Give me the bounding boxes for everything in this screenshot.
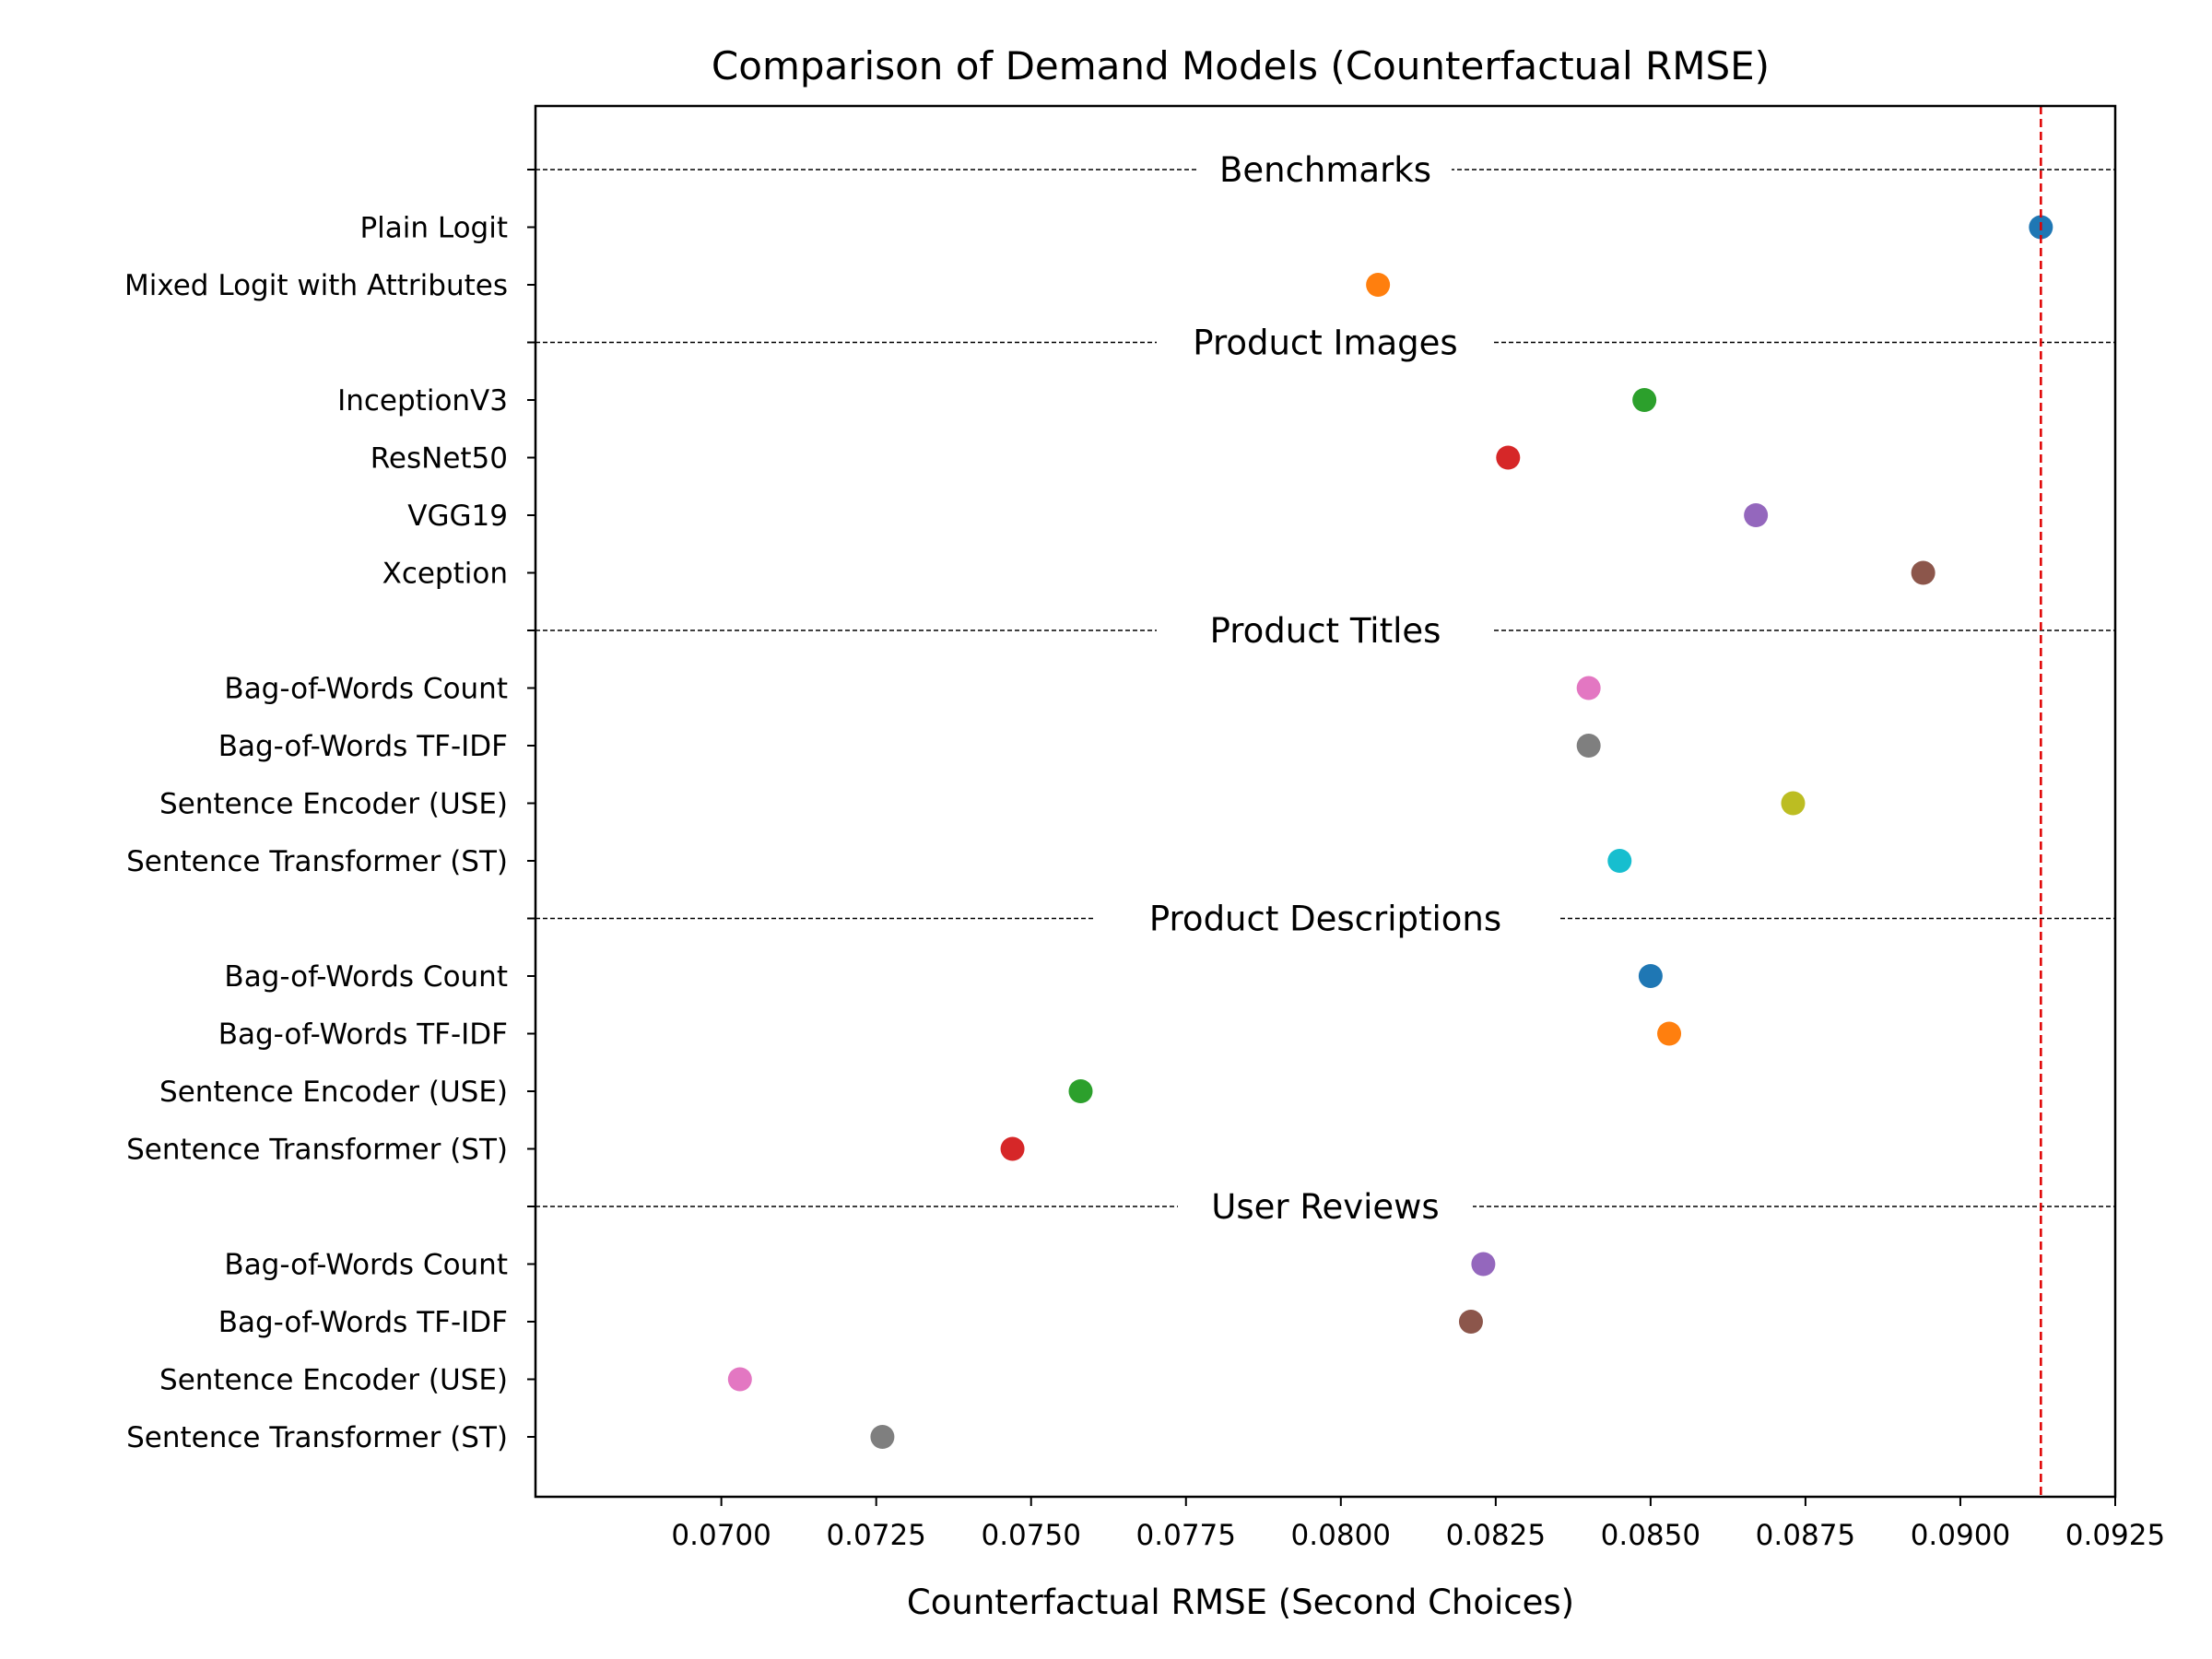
x-tick-label: 0.0700 xyxy=(671,1519,771,1552)
section-label-background xyxy=(1157,318,1494,367)
x-tick-label: 0.0925 xyxy=(2065,1519,2165,1552)
row-label: Xception xyxy=(382,558,508,591)
data-point xyxy=(1638,964,1663,988)
x-tick-label: 0.0775 xyxy=(1136,1519,1236,1552)
row-label: Sentence Encoder (USE) xyxy=(159,1364,508,1397)
row-label: Bag-of-Words TF-IDF xyxy=(218,1306,508,1339)
section-label: User Reviews xyxy=(1211,1187,1439,1227)
plot-area: Benchmarks Plain Logit Mixed Logit with At… xyxy=(124,106,2115,1497)
row-label: Sentence Transformer (ST) xyxy=(126,845,508,878)
x-tick-label: 0.0875 xyxy=(1756,1519,1855,1552)
section-label: Product Images xyxy=(1193,324,1457,363)
data-point xyxy=(1366,273,1391,297)
section-label: Product Titles xyxy=(1210,611,1441,651)
data-point xyxy=(1781,791,1806,816)
x-tick-label: 0.0725 xyxy=(826,1519,925,1552)
x-axis: 0.0700 0.0725 0.0750 0.0775 0.0800 0.0825 0.08… xyxy=(671,1497,2165,1552)
row-label: Bag-of-Words TF-IDF xyxy=(218,730,508,763)
row-label: Sentence Encoder (USE) xyxy=(159,788,508,821)
data-point xyxy=(870,1425,895,1449)
data-point xyxy=(1496,445,1521,470)
row-label: Bag-of-Words Count xyxy=(224,1249,508,1282)
row-label: InceptionV3 xyxy=(337,384,508,418)
data-point xyxy=(1744,503,1769,527)
section-label-background xyxy=(1178,1182,1473,1230)
x-tick-label: 0.0800 xyxy=(1291,1519,1391,1552)
row-label: ResNet50 xyxy=(371,442,508,476)
x-tick-label: 0.0750 xyxy=(981,1519,1080,1552)
row-label: Bag-of-Words Count xyxy=(224,673,508,706)
row-label: Mixed Logit with Attributes xyxy=(124,269,508,302)
data-point xyxy=(1632,388,1657,412)
x-axis-label: Counterfactual RMSE (Second Choices) xyxy=(907,1583,1574,1622)
row-label: Sentence Transformer (ST) xyxy=(126,1421,508,1454)
data-point xyxy=(1068,1079,1093,1103)
data-point xyxy=(727,1367,752,1392)
data-point xyxy=(1657,1021,1682,1046)
data-point xyxy=(1458,1310,1483,1334)
chart-title: Comparison of Demand Models (Counterfact… xyxy=(712,43,1770,88)
x-tick-label: 0.0825 xyxy=(1446,1519,1546,1552)
section-label-background xyxy=(1093,894,1558,943)
x-tick-label: 0.0850 xyxy=(1601,1519,1700,1552)
plot-frame xyxy=(534,104,2117,1499)
row-label: Bag-of-Words TF-IDF xyxy=(218,1018,508,1052)
section-label-background xyxy=(1157,606,1494,654)
row-label: Sentence Transformer (ST) xyxy=(126,1134,508,1167)
data-point xyxy=(1000,1136,1025,1161)
data-point xyxy=(1911,560,1936,585)
data-point xyxy=(1576,676,1601,700)
data-point xyxy=(1576,734,1601,758)
section-label: Product Descriptions xyxy=(1149,900,1501,939)
data-point xyxy=(1471,1252,1496,1277)
row-label: Plain Logit xyxy=(359,212,508,245)
section-label-background xyxy=(1199,146,1452,194)
row-label: Bag-of-Words Count xyxy=(224,960,508,994)
section-label: Benchmarks xyxy=(1219,150,1431,190)
x-tick-label: 0.0900 xyxy=(1911,1519,2010,1552)
row-label: VGG19 xyxy=(407,500,508,533)
row-label: Sentence Encoder (USE) xyxy=(159,1076,508,1109)
data-point xyxy=(1607,849,1632,873)
